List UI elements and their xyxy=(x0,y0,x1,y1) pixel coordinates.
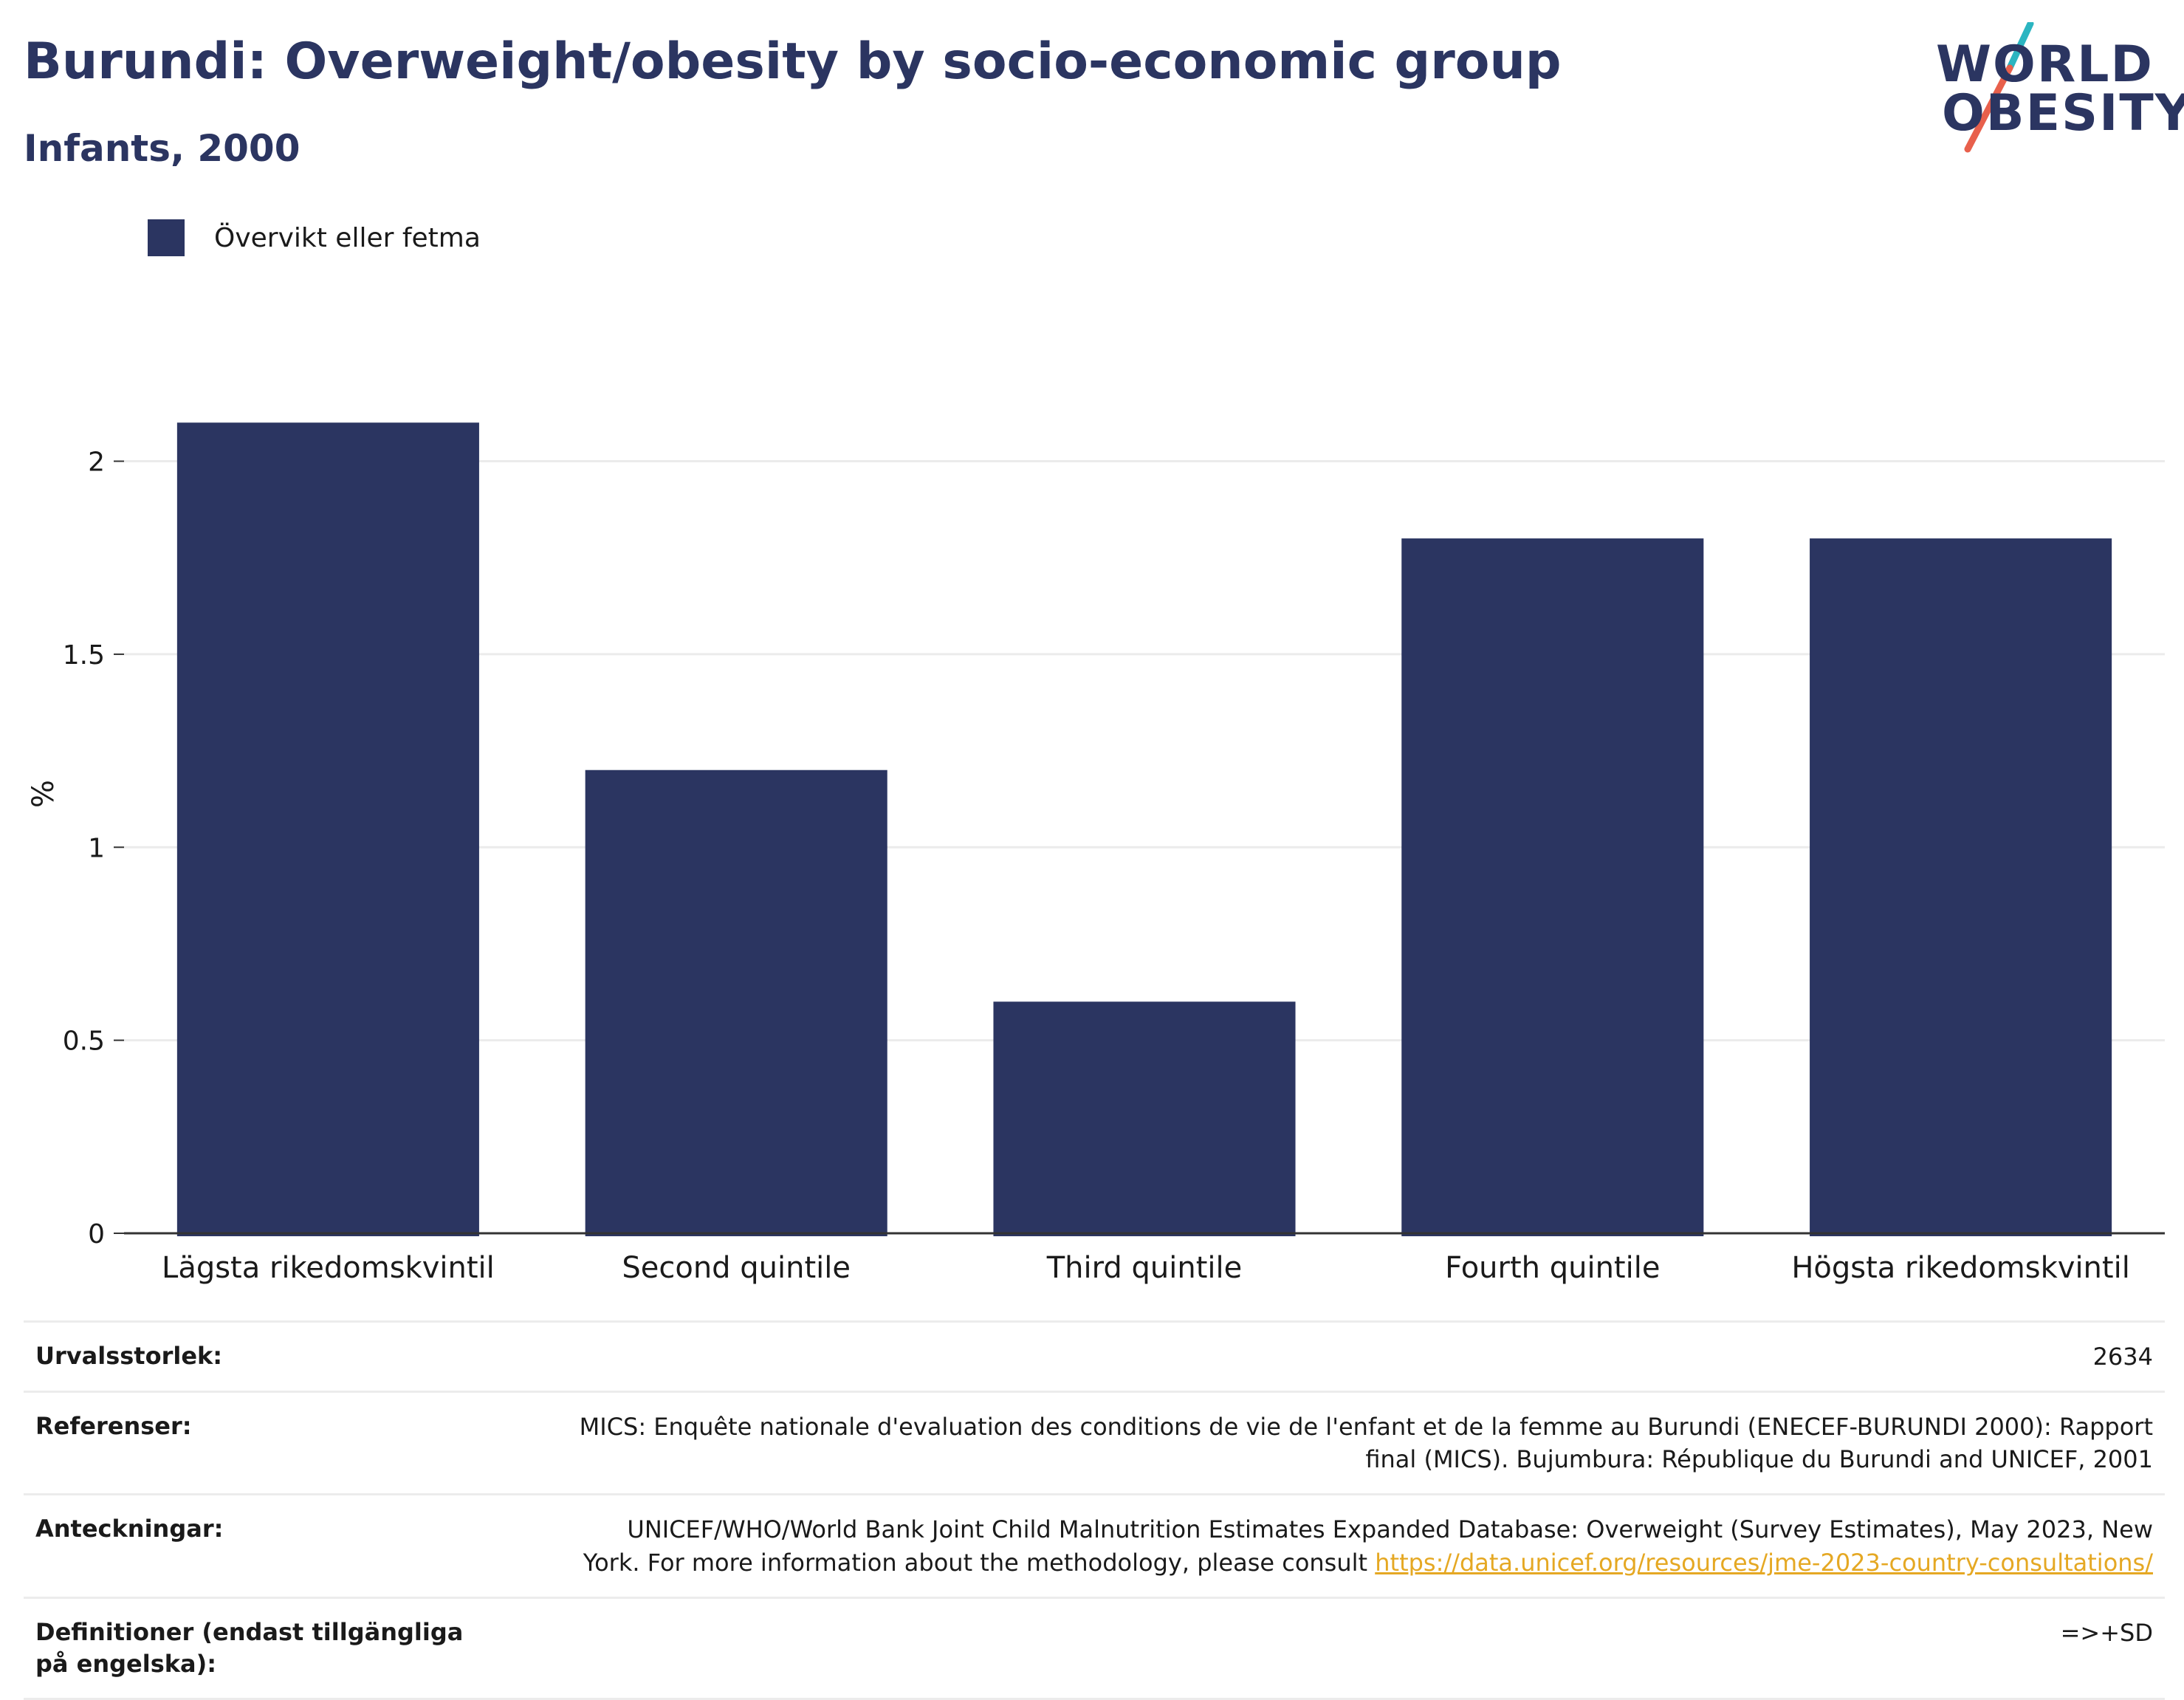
x-tick-label: Högsta rikedomskvintil xyxy=(1791,1251,2129,1285)
chart-title: Burundi: Overweight/obesity by socio-eco… xyxy=(24,32,1562,91)
info-row-references: Referenser: MICS: Enquête nationale d'ev… xyxy=(24,1391,2165,1493)
info-value: MICS: Enquête nationale d'evaluation des… xyxy=(579,1413,2153,1474)
info-value: 2634 xyxy=(2092,1343,2153,1371)
info-key: Definitioner (endast tillgängliga på eng… xyxy=(35,1617,464,1678)
info-table: Urvalsstorlek: 2634 Referenser: MICS: En… xyxy=(24,1320,2165,1700)
bar-chart: 0 0.5 1 1.5 2% Lägsta rikedomskvintil Second q… xyxy=(27,422,2165,1285)
y-axis-label: % xyxy=(27,780,61,808)
x-tick-label: Second quintile xyxy=(622,1251,851,1285)
world-obesity-logo[interactable]: WORLD OBESITY xyxy=(1927,22,2184,155)
y-tick-label: 2 xyxy=(88,448,105,478)
logo-line-2: OBESITY xyxy=(1942,84,2184,143)
legend-swatch xyxy=(148,219,185,256)
bar xyxy=(176,422,479,1236)
bar xyxy=(993,1001,1296,1236)
logo-line-1: WORLD xyxy=(1936,35,2154,94)
info-value: UNICEF/WHO/World Bank Joint Child Malnut… xyxy=(566,1513,2153,1578)
bar-layer xyxy=(176,422,2112,1236)
y-tick-label: 0.5 xyxy=(63,1026,105,1057)
x-tick-label: Third quintile xyxy=(1046,1251,1242,1285)
y-tick-label: 1.5 xyxy=(63,640,105,671)
methodology-link[interactable]: https://data.unicef.org/resources/jme-20… xyxy=(1375,1548,2153,1577)
info-key: Urvalsstorlek: xyxy=(35,1342,223,1370)
axis-layer: 0 0.5 1 1.5 2% Lägsta rikedomskvintil Second q… xyxy=(27,448,2165,1285)
legend-label: Övervikt eller fetma xyxy=(214,222,481,253)
info-key: Referenser: xyxy=(35,1412,192,1441)
chart-subtitle: Infants, 2000 xyxy=(24,127,301,170)
info-row-sample-size: Urvalsstorlek: 2634 xyxy=(24,1320,2165,1391)
bar xyxy=(1810,538,2112,1236)
bar xyxy=(585,770,887,1236)
info-row-notes: Anteckningar: UNICEF/WHO/World Bank Join… xyxy=(24,1493,2165,1596)
logo-slash-icon xyxy=(1964,22,2034,153)
x-tick-label: Fourth quintile xyxy=(1445,1251,1660,1285)
info-value: =>+SD xyxy=(2060,1618,2153,1647)
info-key: Anteckningar: xyxy=(35,1515,224,1543)
bar xyxy=(1401,538,1704,1236)
info-row-definitions: Definitioner (endast tillgängliga på eng… xyxy=(24,1596,2165,1700)
notes-text: UNICEF/WHO/World Bank Joint Child Malnut… xyxy=(583,1515,2153,1577)
x-tick-label: Lägsta rikedomskvintil xyxy=(162,1251,495,1285)
chart-legend[interactable]: Övervikt eller fetma xyxy=(148,219,481,256)
y-tick-label: 1 xyxy=(88,833,105,863)
y-tick-label: 0 xyxy=(88,1219,105,1250)
